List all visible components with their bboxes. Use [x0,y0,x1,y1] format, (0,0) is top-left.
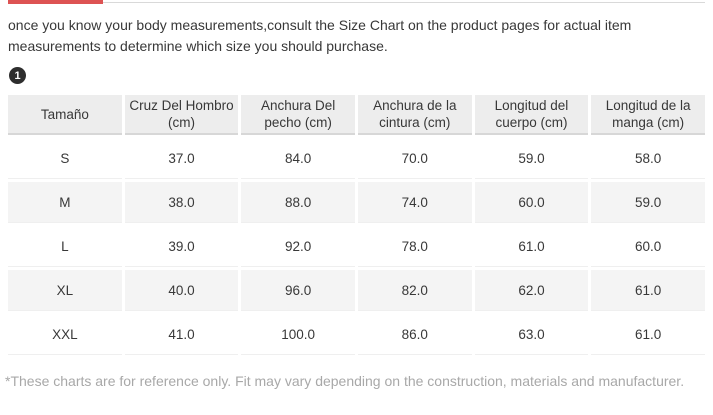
reference-disclaimer-text: *These charts are for reference only. Fi… [5,373,685,389]
value-cell: 40.0 [124,270,239,311]
value-cell: 61.0 [591,314,705,355]
column-header-chest: Anchura Del pecho (cm) [241,95,355,135]
size-cell: XXL [8,314,122,355]
column-header-shoulder: Cruz Del Hombro (cm) [124,95,239,135]
value-cell: 60.0 [474,182,589,223]
value-cell: 41.0 [124,314,239,355]
column-header-waist: Anchura de la cintura (cm) [357,95,472,135]
value-cell: 82.0 [357,270,472,311]
value-cell: 61.0 [474,226,589,267]
size-guide-intro-text: once you know your body measurements,con… [8,17,632,54]
value-cell: 38.0 [124,182,239,223]
table-row-xl: XL 40.0 96.0 82.0 62.0 61.0 [8,270,705,311]
value-cell: 59.0 [591,182,705,223]
value-cell: 86.0 [357,314,472,355]
value-cell: 58.0 [591,138,705,179]
value-cell: 59.0 [474,138,589,179]
value-cell: 62.0 [474,270,589,311]
step-1-badge: 1 [9,67,26,84]
size-cell: XL [8,270,122,311]
value-cell: 70.0 [357,138,472,179]
tab-hairline [8,2,705,3]
column-header-sleeve-length: Longitud de la manga (cm) [591,95,705,135]
table-row-xxl: XXL 41.0 100.0 86.0 63.0 61.0 [8,314,705,355]
size-chart-header-row: Tamaño Cruz Del Hombro (cm) Anchura Del … [8,95,705,135]
value-cell: 37.0 [124,138,239,179]
size-chart-table: Tamaño Cruz Del Hombro (cm) Anchura Del … [5,92,708,358]
value-cell: 39.0 [124,226,239,267]
value-cell: 61.0 [591,270,705,311]
table-row-m: M 38.0 88.0 74.0 60.0 59.0 [8,182,705,223]
value-cell: 84.0 [241,138,355,179]
table-row-s: S 37.0 84.0 70.0 59.0 58.0 [8,138,705,179]
size-cell: M [8,182,122,223]
size-cell: S [8,138,122,179]
tab-indicator-bar [8,0,705,6]
value-cell: 96.0 [241,270,355,311]
value-cell: 92.0 [241,226,355,267]
table-row-l: L 39.0 92.0 78.0 61.0 60.0 [8,226,705,267]
column-header-body-length: Longitud del cuerpo (cm) [474,95,589,135]
value-cell: 60.0 [591,226,705,267]
value-cell: 78.0 [357,226,472,267]
value-cell: 74.0 [357,182,472,223]
value-cell: 63.0 [474,314,589,355]
value-cell: 88.0 [241,182,355,223]
active-tab-indicator [8,0,103,4]
size-cell: L [8,226,122,267]
value-cell: 100.0 [241,314,355,355]
column-header-size: Tamaño [8,95,122,135]
